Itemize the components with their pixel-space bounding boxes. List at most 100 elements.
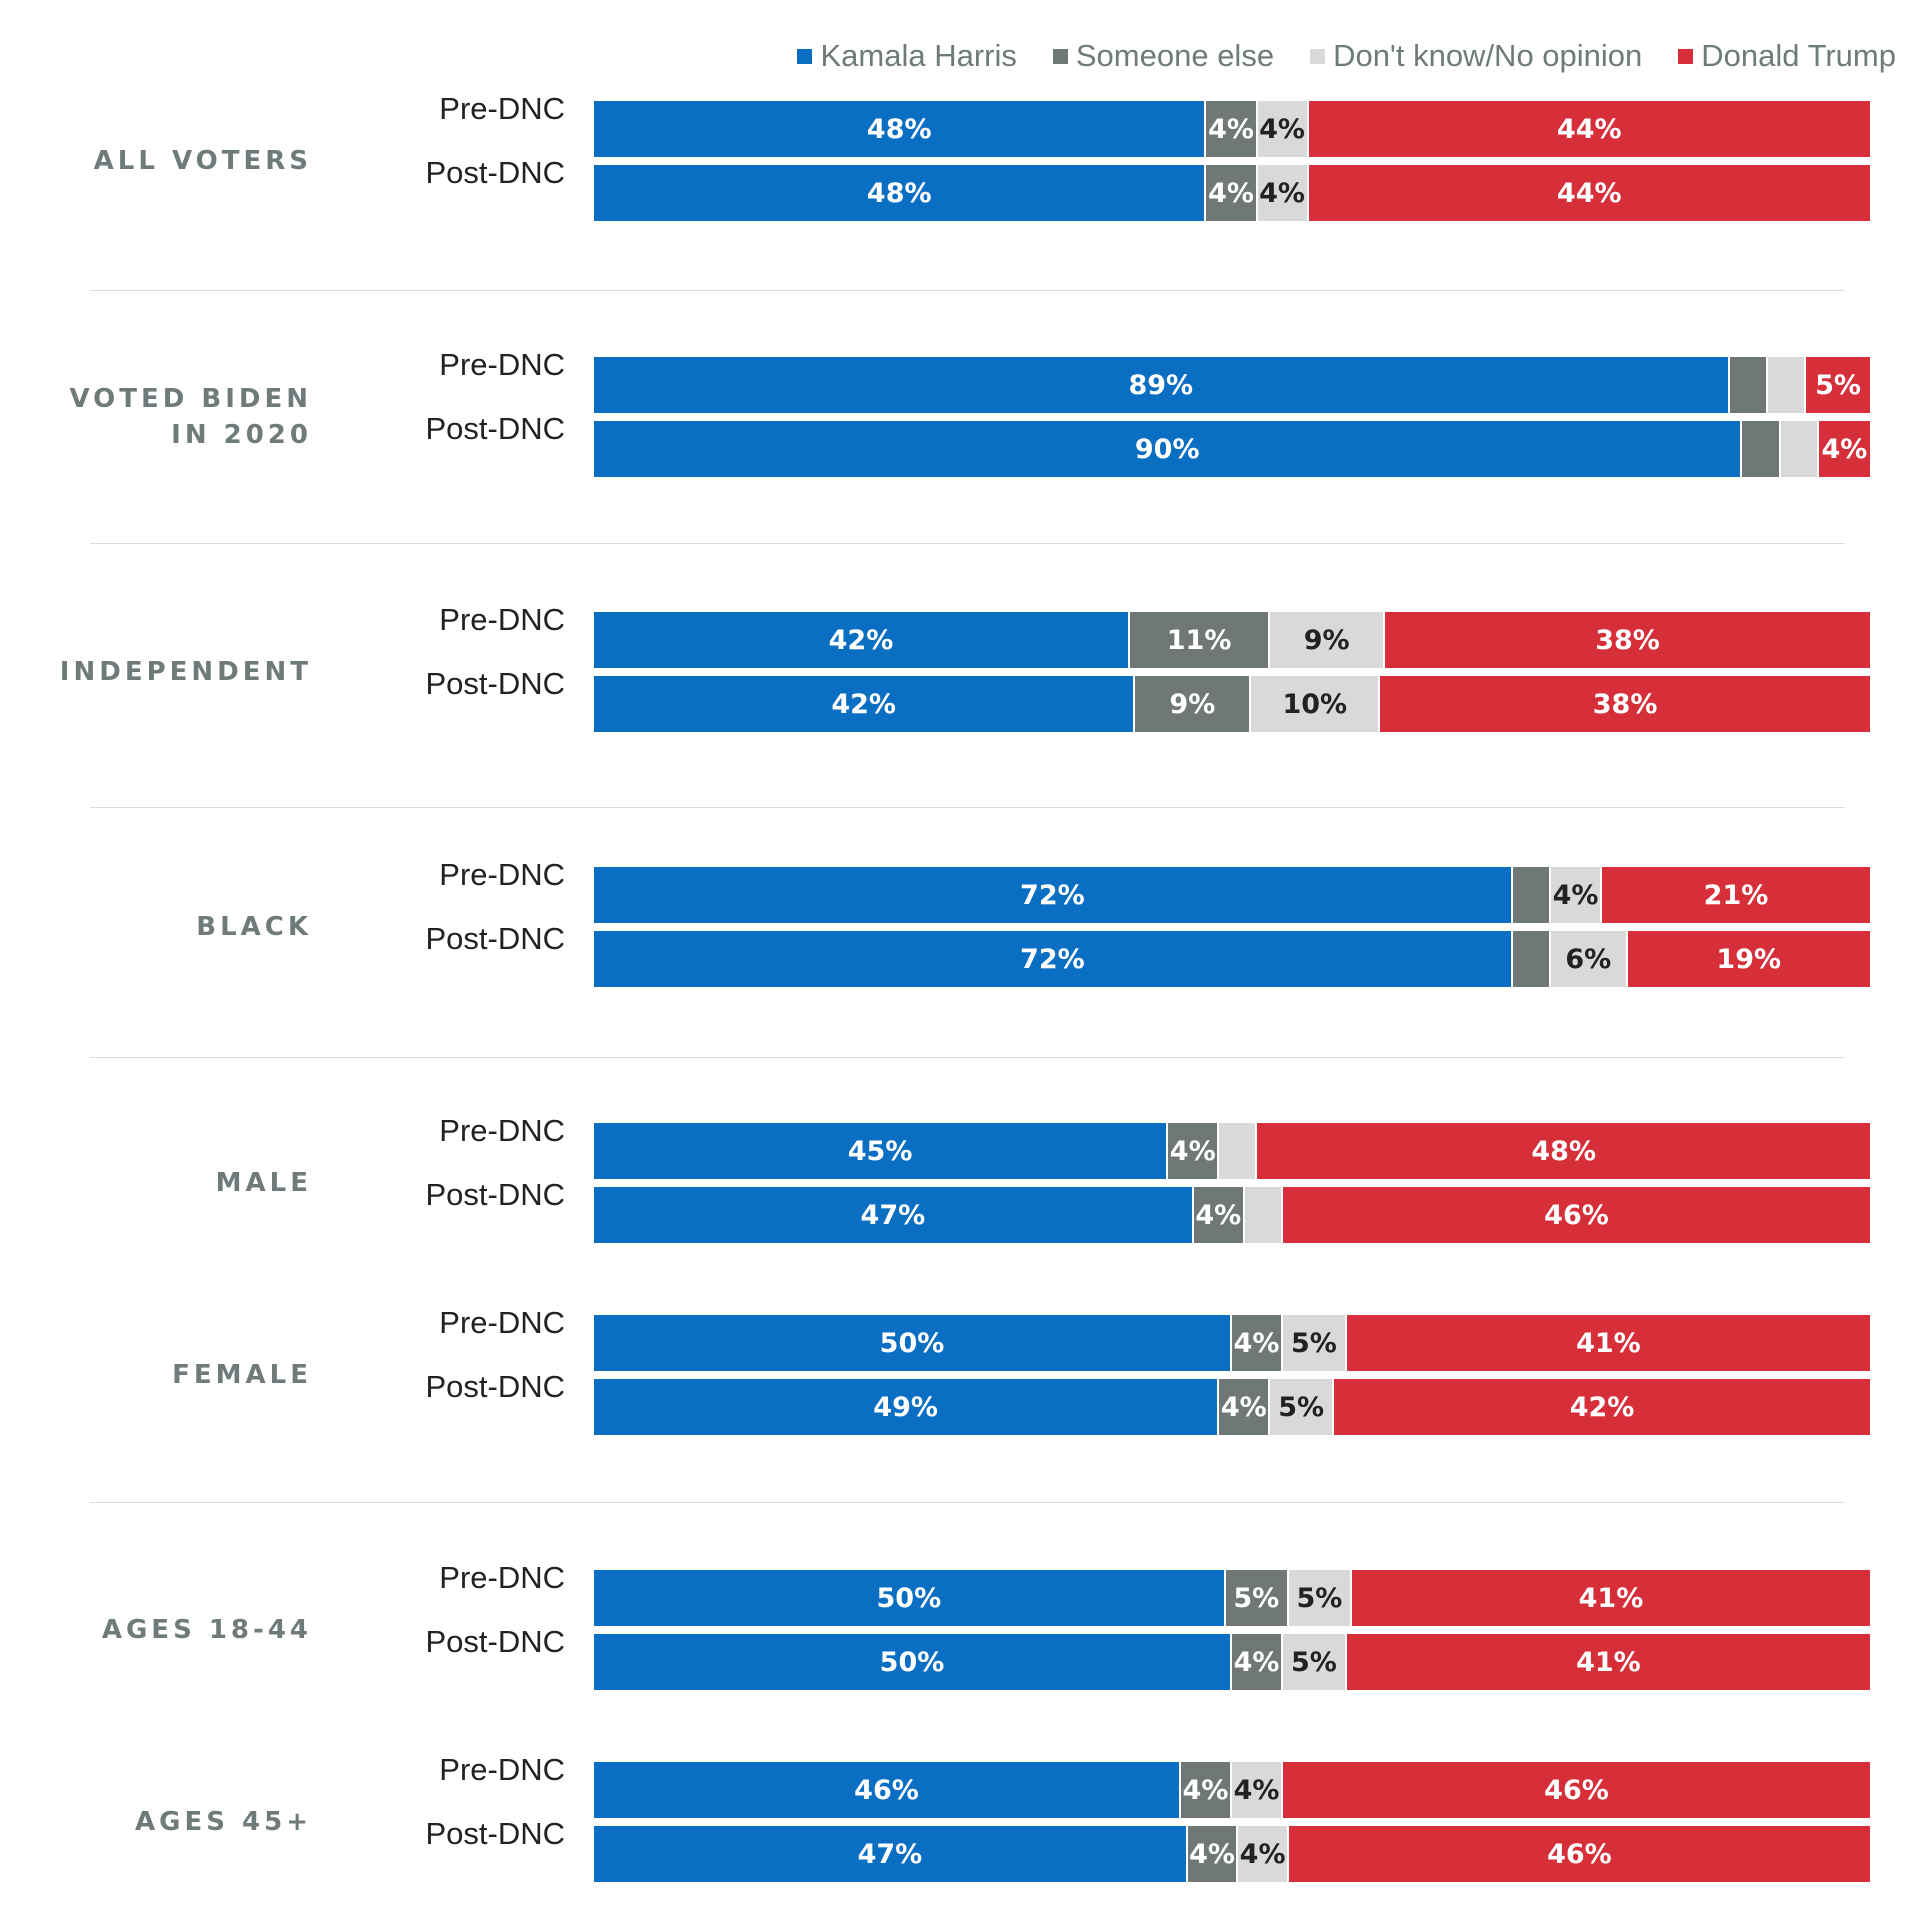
bar-segment-else: [1729, 357, 1768, 413]
bar-segment-trump: 38%: [1385, 612, 1870, 668]
bar-segment-dk: [1780, 421, 1819, 477]
row-label-post-dnc: Post-DNC: [425, 1624, 565, 1659]
bar-segment-else: [1512, 867, 1551, 923]
bar-segment-harris: 48%: [594, 101, 1207, 157]
group-divider: [90, 1502, 1845, 1503]
bar-segment-trump: 21%: [1602, 867, 1870, 923]
bar-segment-harris: 72%: [594, 867, 1513, 923]
group-divider: [90, 1057, 1845, 1058]
legend-label-trump: Donald Trump: [1701, 38, 1896, 73]
bar-segment-dk: 9%: [1270, 612, 1386, 668]
legend-label-someone-else: Someone else: [1075, 38, 1275, 73]
legend-item-someone-else: Someone else: [1052, 38, 1275, 74]
bar-segment-harris: 49%: [594, 1379, 1220, 1435]
bar-female-pre-dnc: 50% 4% 5% 41%: [594, 1315, 1870, 1371]
legend-label-dont-know: Don't know/No opinion: [1333, 38, 1643, 73]
bar-segment-harris: 42%: [594, 612, 1130, 668]
group-label-ages-18-44: AGES 18-44: [101, 1615, 312, 1645]
bar-segment-harris: 50%: [594, 1570, 1226, 1626]
bar-male-pre-dnc: 45% 4% 48%: [594, 1123, 1870, 1179]
bar-segment-dk: 6%: [1550, 931, 1628, 987]
bar-ages-45-post-dnc: 47% 4% 4% 46%: [594, 1826, 1870, 1882]
bar-segment-harris: 89%: [594, 357, 1730, 413]
bar-female-post-dnc: 49% 4% 5% 42%: [594, 1379, 1870, 1435]
bar-segment-trump: 44%: [1308, 101, 1870, 157]
row-label-post-dnc: Post-DNC: [425, 666, 565, 701]
bar-independent-pre-dnc: 42% 11% 9% 38%: [594, 612, 1870, 668]
bar-segment-trump: 41%: [1351, 1570, 1870, 1626]
row-label-pre-dnc: Pre-DNC: [439, 347, 565, 382]
row-label-pre-dnc: Pre-DNC: [439, 602, 565, 637]
row-label-post-dnc: Post-DNC: [425, 1177, 565, 1212]
legend-label-harris: Kamala Harris: [820, 38, 1017, 73]
bar-segment-trump: 4%: [1818, 421, 1870, 477]
group-label-voted-biden-in-2020: VOTED BIDEN IN 2020: [69, 384, 312, 450]
row-label-pre-dnc: Pre-DNC: [439, 1560, 565, 1595]
bar-segment-harris: 50%: [594, 1634, 1232, 1690]
bar-segment-else: 4%: [1232, 1634, 1284, 1690]
bar-segment-else: 4%: [1193, 1187, 1245, 1243]
bar-segment-trump: 41%: [1346, 1315, 1870, 1371]
bar-black-post-dnc: 72% 6% 19%: [594, 931, 1870, 987]
bar-segment-trump: 44%: [1308, 165, 1870, 221]
group-label-black: BLACK: [196, 912, 312, 942]
bar-segment-else: 4%: [1180, 1762, 1232, 1818]
bar-segment-harris: 90%: [594, 421, 1743, 477]
bar-segment-trump: 46%: [1283, 1762, 1870, 1818]
bar-segment-dk: 4%: [1257, 101, 1309, 157]
group-label-female: FEMALE: [172, 1360, 312, 1390]
row-label-pre-dnc: Pre-DNC: [439, 1752, 565, 1787]
bar-segment-dk: [1767, 357, 1807, 413]
legend-swatch-harris: [797, 48, 813, 64]
row-label-pre-dnc: Pre-DNC: [439, 857, 565, 892]
bar-segment-harris: 42%: [594, 676, 1136, 732]
bar-segment-else: 4%: [1168, 1123, 1220, 1179]
bar-segment-else: 4%: [1206, 165, 1258, 221]
row-label-post-dnc: Post-DNC: [425, 1369, 565, 1404]
bar-segment-else: 5%: [1225, 1570, 1289, 1626]
bar-segment-harris: 50%: [594, 1315, 1232, 1371]
row-label-pre-dnc: Pre-DNC: [439, 1305, 565, 1340]
bar-segment-trump: 19%: [1627, 931, 1870, 987]
row-label-pre-dnc: Pre-DNC: [439, 1113, 565, 1148]
bar-segment-harris: 72%: [594, 931, 1513, 987]
bar-ages-18-44-post-dnc: 50% 4% 5% 41%: [594, 1634, 1870, 1690]
bar-voted-biden-in-2020-pre-dnc: 89% 5%: [594, 357, 1870, 413]
bar-segment-else: [1512, 931, 1551, 987]
bar-segment-else: [1742, 421, 1781, 477]
bar-segment-dk: 4%: [1238, 1826, 1289, 1882]
bar-segment-trump: 42%: [1334, 1379, 1870, 1435]
row-label-pre-dnc: Pre-DNC: [439, 91, 565, 126]
legend-item-harris: Kamala Harris: [797, 38, 1017, 74]
legend-swatch-someone-else: [1052, 48, 1068, 64]
bar-segment-else: 4%: [1206, 101, 1258, 157]
legend-item-trump: Donald Trump: [1678, 38, 1896, 74]
bar-segment-dk: 4%: [1550, 867, 1603, 923]
bar-independent-post-dnc: 42% 9% 10% 38%: [594, 676, 1870, 732]
legend: Kamala Harris Someone else Don't know/No…: [797, 38, 1896, 74]
bar-segment-trump: 38%: [1380, 676, 1870, 732]
legend-item-dont-know: Don't know/No opinion: [1310, 38, 1642, 74]
bar-all-voters-post-dnc: 48% 4% 4% 44%: [594, 165, 1870, 221]
bar-segment-harris: 47%: [594, 1187, 1194, 1243]
bar-black-pre-dnc: 72% 4% 21%: [594, 867, 1870, 923]
bar-segment-dk: 5%: [1270, 1379, 1335, 1435]
bar-all-voters-pre-dnc: 48% 4% 4% 44%: [594, 101, 1870, 157]
row-label-post-dnc: Post-DNC: [425, 411, 565, 446]
bar-segment-dk: [1219, 1123, 1258, 1179]
bar-segment-else: 9%: [1135, 676, 1252, 732]
group-label-independent: INDEPENDENT: [59, 657, 312, 687]
bar-ages-18-44-pre-dnc: 50% 5% 5% 41%: [594, 1570, 1870, 1626]
bar-segment-harris: 47%: [594, 1826, 1188, 1882]
bar-segment-harris: 45%: [594, 1123, 1169, 1179]
bar-ages-45-pre-dnc: 46% 4% 4% 46%: [594, 1762, 1870, 1818]
bar-segment-trump: 41%: [1346, 1634, 1870, 1690]
group-divider: [90, 543, 1845, 544]
group-divider: [90, 807, 1845, 808]
group-label-male: MALE: [215, 1168, 312, 1198]
bar-segment-dk: [1244, 1187, 1284, 1243]
row-label-post-dnc: Post-DNC: [425, 921, 565, 956]
bar-segment-trump: 48%: [1257, 1123, 1870, 1179]
bar-voted-biden-in-2020-post-dnc: 90% 4%: [594, 421, 1870, 477]
